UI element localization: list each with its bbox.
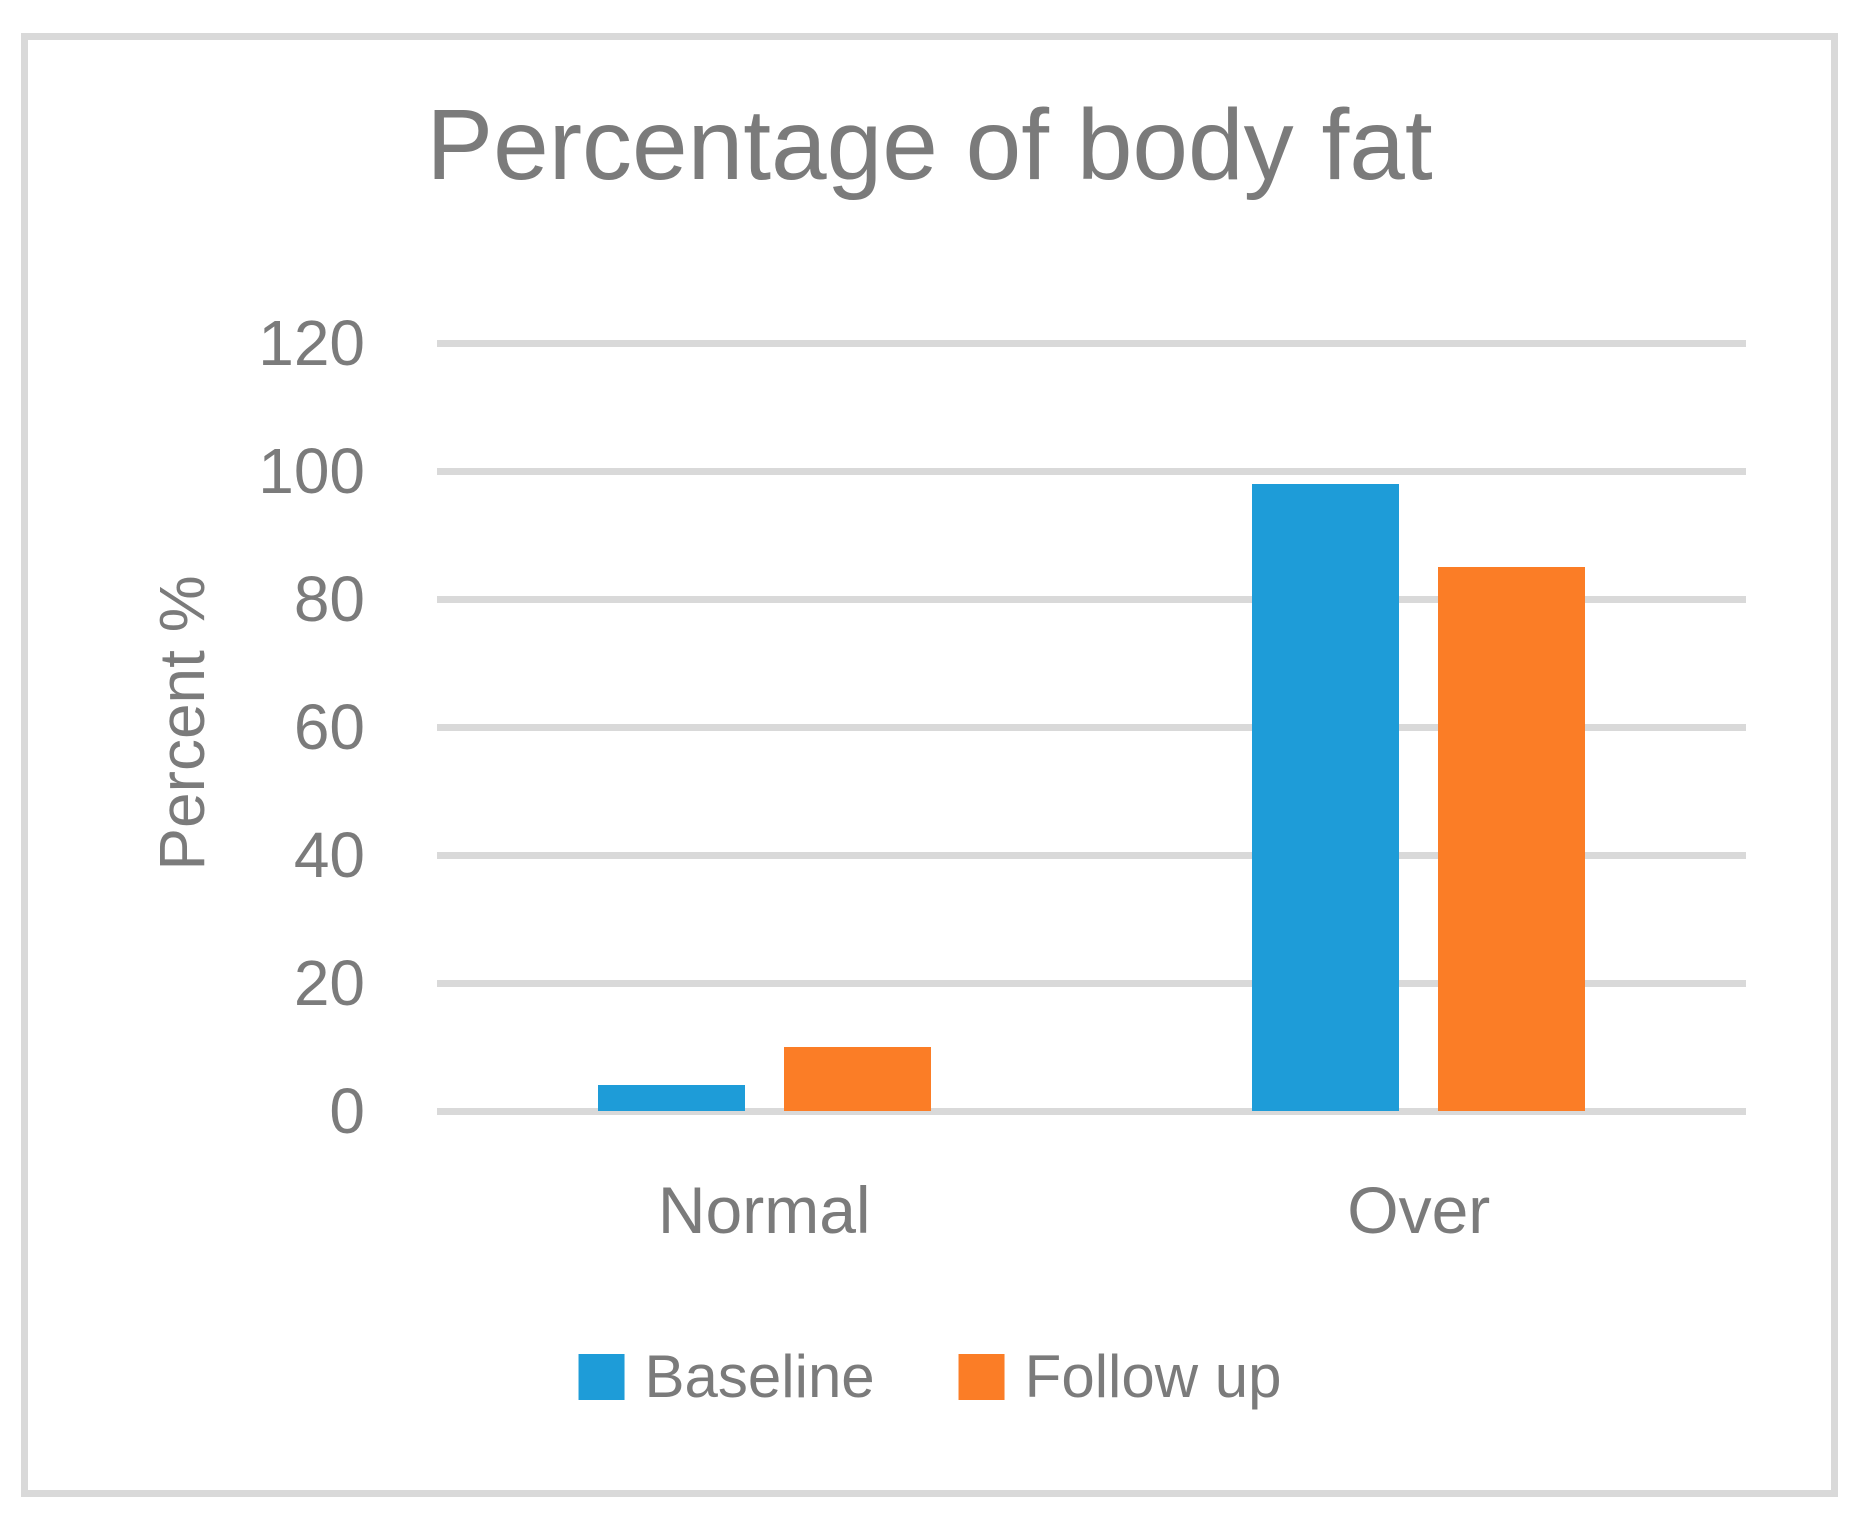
- x-category-label-over: Over: [1347, 1173, 1491, 1247]
- legend-label: Follow up: [1024, 1343, 1282, 1410]
- gridline-0: [437, 1108, 1746, 1115]
- legend-item-baseline: Baseline: [578, 1342, 875, 1411]
- legend-swatch-baseline: [578, 1353, 625, 1400]
- y-tick-label-40: 40: [293, 819, 365, 891]
- gridline-100: [437, 468, 1746, 475]
- legend: Baseline Follow up: [578, 1342, 1282, 1411]
- y-tick-label-120: 120: [258, 307, 365, 379]
- gridline-80: [437, 596, 1746, 603]
- gridline-60: [437, 724, 1746, 731]
- chart-title: Percentage of body fat: [426, 89, 1433, 201]
- bar-normal-baseline: [598, 1085, 745, 1111]
- legend-label: Baseline: [644, 1343, 875, 1410]
- bar-normal-follow-up: [784, 1047, 931, 1111]
- legend-item-follow-up: Follow up: [958, 1342, 1282, 1411]
- y-tick-label-20: 20: [293, 947, 365, 1019]
- gridline-120: [437, 340, 1746, 347]
- gridline-40: [437, 852, 1746, 859]
- y-tick-label-100: 100: [258, 435, 365, 507]
- y-tick-label-80: 80: [293, 563, 365, 635]
- legend-swatch-follow-up: [958, 1353, 1005, 1400]
- x-category-label-normal: Normal: [657, 1173, 871, 1247]
- bar-over-baseline: [1252, 484, 1399, 1111]
- gridline-20: [437, 980, 1746, 987]
- y-tick-label-0: 0: [329, 1075, 365, 1147]
- bar-over-follow-up: [1438, 567, 1585, 1111]
- y-tick-label-60: 60: [293, 691, 365, 763]
